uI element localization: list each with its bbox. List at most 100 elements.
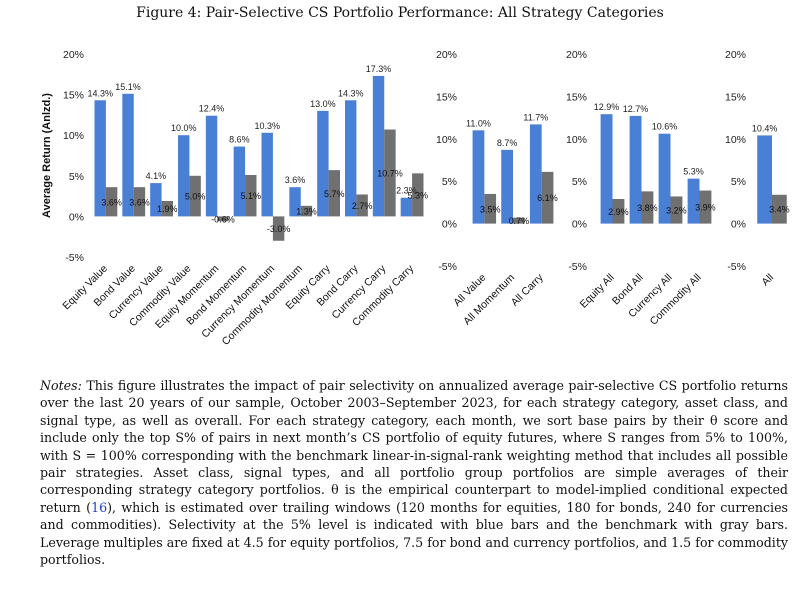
data-label-selective: 11.0% bbox=[466, 118, 491, 128]
bar-benchmark bbox=[133, 187, 146, 217]
data-label-benchmark: 2.9% bbox=[608, 207, 629, 217]
data-label-selective: 12.7% bbox=[623, 104, 649, 114]
y-tick-label: 5% bbox=[731, 176, 746, 188]
data-label-selective: 14.3% bbox=[338, 88, 364, 98]
bar-benchmark bbox=[384, 129, 396, 217]
y-tick-label: 20% bbox=[436, 49, 457, 61]
data-label-benchmark: 3.4% bbox=[769, 205, 790, 215]
bar-selective bbox=[94, 100, 106, 217]
data-label-selective: 12.9% bbox=[594, 102, 620, 112]
y-tick-label: 15% bbox=[725, 91, 746, 103]
y-tick-label: 20% bbox=[63, 49, 84, 61]
bar-selective bbox=[600, 114, 613, 224]
data-label-benchmark: 5.1% bbox=[241, 191, 262, 201]
bar-benchmark bbox=[189, 175, 201, 217]
bar-benchmark bbox=[513, 217, 525, 224]
bar-selective bbox=[372, 75, 385, 217]
data-label-benchmark: -0.6% bbox=[211, 214, 235, 224]
y-tick-label: 10% bbox=[63, 130, 84, 142]
bar-benchmark bbox=[105, 187, 118, 217]
data-label-selective: 10.3% bbox=[254, 121, 280, 131]
data-label-benchmark: 3.2% bbox=[666, 206, 687, 216]
data-label-selective: 12.4% bbox=[199, 104, 225, 114]
y-tick-label: 15% bbox=[436, 91, 457, 103]
y-tick-label: 0% bbox=[442, 219, 457, 231]
data-label-benchmark: 3.9% bbox=[695, 203, 716, 213]
bar-selective bbox=[472, 130, 485, 224]
bar-benchmark bbox=[670, 196, 683, 224]
data-label-benchmark: 2.7% bbox=[352, 201, 373, 211]
data-label-selective: 5.3% bbox=[683, 167, 704, 177]
category-label: Equity All bbox=[578, 272, 617, 311]
bar-selective bbox=[261, 132, 273, 217]
y-tick-label: 0% bbox=[69, 211, 84, 223]
notes-lead: Notes: bbox=[40, 378, 82, 393]
bar-benchmark bbox=[772, 194, 787, 224]
bar-benchmark bbox=[612, 199, 625, 224]
y-tick-label: 5% bbox=[442, 176, 457, 188]
data-label-selective: 2.3% bbox=[396, 186, 417, 196]
data-label-selective: 15.1% bbox=[115, 82, 141, 92]
y-tick-label: 5% bbox=[572, 176, 587, 188]
y-tick-label: 20% bbox=[566, 49, 587, 61]
bar-benchmark bbox=[641, 191, 654, 224]
y-tick-label: -5% bbox=[438, 261, 457, 273]
y-tick-label: -5% bbox=[568, 261, 587, 273]
bar-selective bbox=[178, 135, 190, 217]
data-label-selective: 4.1% bbox=[146, 171, 167, 181]
bar-selective bbox=[345, 100, 357, 217]
figure-title: Figure 4: Pair-Selective CS Portfolio Pe… bbox=[136, 5, 664, 21]
equation-reference-link[interactable]: 16 bbox=[91, 499, 108, 515]
data-label-selective: 10.4% bbox=[752, 123, 778, 133]
data-label-benchmark: 5.0% bbox=[185, 192, 206, 202]
data-label-benchmark: 3.5% bbox=[480, 204, 501, 214]
bar-selective bbox=[529, 124, 542, 224]
data-label-selective: 17.3% bbox=[366, 64, 392, 74]
bar-benchmark bbox=[245, 174, 257, 217]
bar-selective bbox=[687, 178, 700, 224]
y-tick-label: -5% bbox=[65, 252, 84, 264]
data-label-selective: 14.3% bbox=[87, 88, 113, 98]
bar-benchmark bbox=[412, 173, 424, 217]
data-label-selective: 10.0% bbox=[171, 123, 197, 133]
y-tick-label: 5% bbox=[69, 171, 84, 183]
notes-text-part1: This figure illustrates the impact of pa… bbox=[40, 378, 788, 515]
bar-selective bbox=[233, 146, 246, 217]
category-label: All bbox=[759, 272, 776, 289]
y-tick-label: 20% bbox=[725, 49, 746, 61]
chart-area: -5% 0% 5% 10% 15% 20% Average Return (Anlzd.) 1… bbox=[41, 49, 790, 348]
y-tick-label: 15% bbox=[566, 91, 587, 103]
bar-selective bbox=[658, 133, 671, 224]
y-tick-label: 0% bbox=[572, 219, 587, 231]
data-label-selective: 10.6% bbox=[652, 122, 678, 132]
bar-selective bbox=[317, 110, 329, 217]
data-label-benchmark: 10.7% bbox=[377, 168, 403, 178]
data-label-selective: 13.0% bbox=[310, 99, 336, 109]
bar-benchmark bbox=[328, 170, 340, 217]
bar-benchmark bbox=[699, 190, 712, 224]
bar-benchmark bbox=[484, 193, 497, 224]
data-label-selective: 3.6% bbox=[285, 175, 306, 185]
y-tick-label: 15% bbox=[63, 90, 84, 102]
category-label: All Carry bbox=[509, 271, 546, 308]
bar-benchmark bbox=[217, 216, 229, 222]
y-axis-title: Average Return (Anlzd.) bbox=[41, 93, 53, 218]
data-label-benchmark: 3.6% bbox=[101, 197, 122, 207]
data-label-benchmark: -3.0% bbox=[267, 224, 291, 234]
bar-selective bbox=[122, 93, 134, 217]
data-label-benchmark: 3.6% bbox=[129, 197, 150, 207]
y-tick-label: 10% bbox=[566, 134, 587, 146]
data-label-benchmark: 0.7% bbox=[509, 216, 530, 226]
bar-benchmark bbox=[161, 200, 173, 217]
y-tick-label: 10% bbox=[436, 134, 457, 146]
data-label-benchmark: 1.9% bbox=[157, 204, 178, 214]
y-tick-label: 10% bbox=[725, 134, 746, 146]
data-label-selective: 8.6% bbox=[229, 135, 250, 145]
data-label-benchmark: 5.3% bbox=[408, 190, 429, 200]
bar-selective bbox=[757, 135, 772, 224]
data-label-benchmark: 1.3% bbox=[296, 207, 317, 217]
bar-benchmark bbox=[300, 205, 313, 217]
category-label: Commodity All bbox=[648, 272, 704, 328]
bar-selective bbox=[501, 149, 513, 224]
data-label-benchmark: 3.8% bbox=[637, 203, 658, 213]
